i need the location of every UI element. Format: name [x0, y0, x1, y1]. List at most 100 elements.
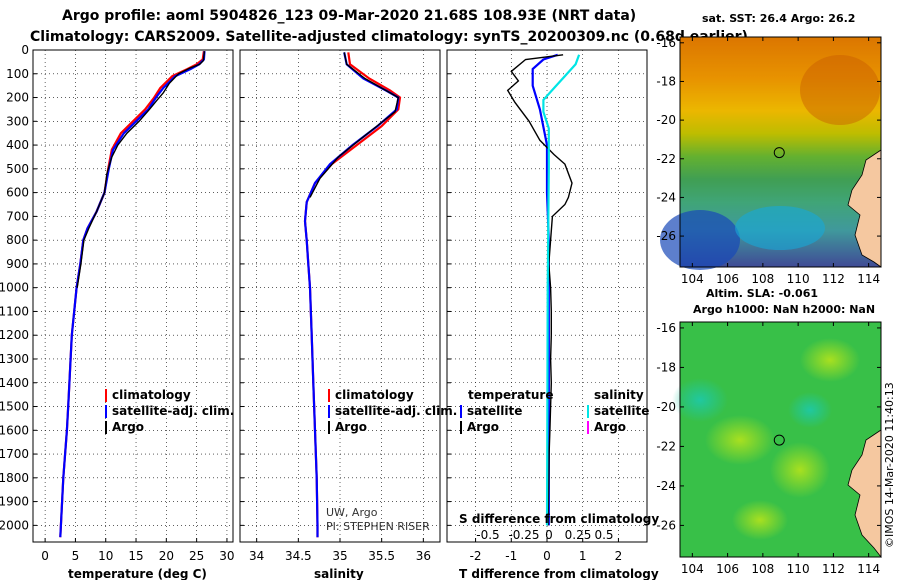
- temperature-plot: 0 5 10 15 20 25 30: [41, 50, 235, 563]
- x-tick-label: 2: [615, 549, 623, 563]
- lon-tick-label: 104: [681, 272, 704, 286]
- depth-tick-label: 0: [21, 43, 29, 57]
- depth-tick-label: 800: [6, 233, 29, 247]
- x-tick-label: -2: [470, 549, 482, 563]
- lat-tick-label: -20: [656, 400, 676, 414]
- depth-tick-label: 1800: [0, 471, 29, 485]
- depth-tick-label: 1900: [0, 495, 29, 509]
- s-diff-tick-label: -0.5: [476, 528, 499, 542]
- series-line-argo: [76, 51, 206, 288]
- x-tick-label: 0: [543, 549, 551, 563]
- legend-s-satellite: satellite: [594, 404, 649, 418]
- x-tick-label: 5: [72, 549, 80, 563]
- australia-coast-sst: [847, 149, 882, 268]
- s-diff-tick-label: -0.25: [508, 528, 539, 542]
- x-tick-label: 35.5: [368, 549, 395, 563]
- legend-argo: Argo: [112, 420, 144, 434]
- depth-tick-label: 1300: [0, 352, 29, 366]
- legend-argo-2: Argo: [335, 420, 367, 434]
- lat-tick-label: -18: [656, 360, 676, 374]
- lon-tick-label: 110: [787, 272, 810, 286]
- lat-tick-label: -22: [656, 439, 676, 453]
- lat-tick-label: -26: [656, 229, 676, 243]
- legend-s-argo: Argo: [594, 420, 626, 434]
- note-pi: PI: STEPHEN RISER: [326, 520, 430, 533]
- sst-map-title: sat. SST: 26.4 Argo: 26.2: [702, 12, 855, 25]
- salinity-plot: 34 34.5 35 35.5 36: [249, 50, 431, 563]
- lat-tick-label: -16: [656, 36, 676, 50]
- lon-tick-label: 106: [716, 272, 739, 286]
- depth-tick-label: 200: [6, 91, 29, 105]
- legend-temperature-heading: temperature: [468, 388, 553, 402]
- lat-tick-label: -18: [656, 74, 676, 88]
- x-tick-label: 35: [332, 549, 347, 563]
- salinity-panel: [239, 49, 441, 543]
- series-line-temperature-argo: [506, 54, 573, 526]
- x-tick-label: 34.5: [285, 549, 312, 563]
- sla-map-title: Altim. SLA: -0.061: [706, 287, 818, 300]
- lat-tick-label: -24: [656, 190, 676, 204]
- temperature-axis-label: temperature (deg C): [68, 567, 207, 580]
- legend-satellite-adj: satellite-adj. clim.: [112, 404, 234, 418]
- lon-tick-label: 104: [681, 562, 704, 576]
- depth-tick-label: 2000: [0, 518, 29, 532]
- series-line-satellite-adj-clim-: [59, 51, 206, 538]
- lon-tick-label: 108: [751, 562, 774, 576]
- salinity-difference-ticks: -0.5 -0.25 0 0.25 0.5: [476, 528, 613, 542]
- depth-tick-label: 100: [6, 67, 29, 81]
- depth-tick-label: 600: [6, 186, 29, 200]
- legend-climatology: climatology: [112, 388, 191, 402]
- profile-location-marker-sla: [773, 434, 785, 446]
- x-tick-label: 20: [159, 549, 174, 563]
- difference-plot: -2 -1 0 1 2: [470, 50, 623, 563]
- depth-tick-label: 1400: [0, 376, 29, 390]
- depth-tick-labels: 0 100 200 300 400 500 600 700 800 900 1000 1100 1200…: [0, 43, 29, 532]
- depth-tick-label: 700: [6, 209, 29, 223]
- lat-tick-label: -26: [656, 518, 676, 532]
- sst-map-axes: -16 -18 -20 -22 -24 -26 104 106 108 110 112 114: [656, 36, 881, 286]
- sla-map-axes: -16 -18 -20 -22 -24 -26 104 106 108 110 112 114: [656, 321, 881, 576]
- temperature-panel: [32, 49, 234, 543]
- x-tick-label: 36: [416, 549, 431, 563]
- depth-tick-label: 300: [6, 114, 29, 128]
- lon-tick-label: 108: [751, 272, 774, 286]
- lon-tick-label: 112: [822, 562, 845, 576]
- x-tick-label: 25: [189, 549, 204, 563]
- lon-tick-label: 114: [857, 272, 880, 286]
- legend-t-satellite: satellite: [467, 404, 522, 418]
- depth-tick-label: 1100: [0, 304, 29, 318]
- depth-tick-label: 1700: [0, 447, 29, 461]
- legend-climatology-2: climatology: [335, 388, 414, 402]
- series-line-salinity-satellite: [542, 54, 581, 526]
- lat-tick-label: -20: [656, 113, 676, 127]
- sla-map-subtitle: Argo h1000: NaN h2000: NaN: [693, 303, 875, 316]
- x-tick-label: 1: [579, 549, 587, 563]
- lat-tick-label: -22: [656, 152, 676, 166]
- legend-t-argo: Argo: [467, 420, 499, 434]
- lon-tick-label: 112: [822, 272, 845, 286]
- depth-tick-label: 500: [6, 162, 29, 176]
- s-diff-tick-label: 0.5: [594, 528, 613, 542]
- lon-tick-label: 110: [787, 562, 810, 576]
- x-tick-label: 34: [249, 549, 264, 563]
- australia-coast-sla: [847, 429, 882, 559]
- lat-tick-label: -24: [656, 479, 676, 493]
- legend-satellite-adj-2: satellite-adj. clim.: [335, 404, 457, 418]
- x-tick-label: -1: [505, 549, 517, 563]
- depth-tick-label: 1500: [0, 400, 29, 414]
- note-uw-argo: UW, Argo: [326, 506, 378, 519]
- x-tick-label: 10: [98, 549, 113, 563]
- salinity-axis-label: salinity: [314, 567, 364, 580]
- lat-tick-label: -16: [656, 321, 676, 335]
- header-title: Argo profile: aoml 5904826_123 09-Mar-20…: [62, 8, 636, 24]
- depth-tick-label: 400: [6, 138, 29, 152]
- x-tick-label: 30: [219, 549, 234, 563]
- x-tick-label: 0: [41, 549, 49, 563]
- s-diff-tick-label: 0: [545, 528, 553, 542]
- legend-salinity-heading: salinity: [594, 388, 644, 402]
- depth-tick-label: 1600: [0, 423, 29, 437]
- difference-axis-label: T difference from climatology: [459, 567, 659, 580]
- series-line-temperature-satellite: [531, 53, 559, 526]
- lon-tick-label: 114: [857, 562, 880, 576]
